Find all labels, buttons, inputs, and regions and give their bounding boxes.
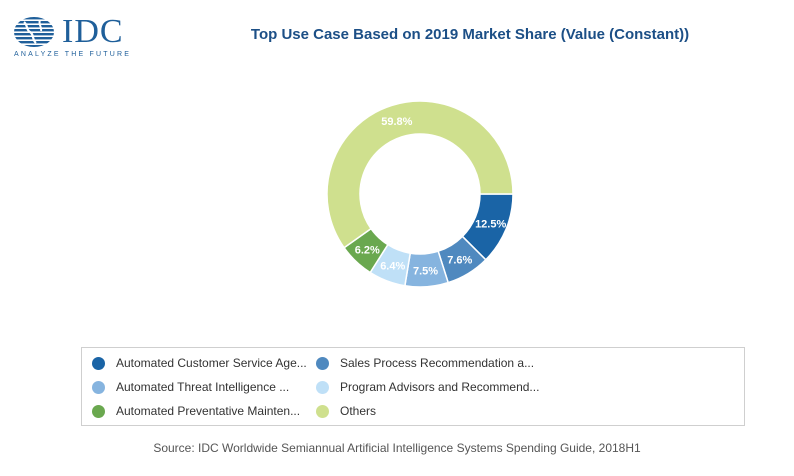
donut-chart: 12.5% 7.6% 7.5% 6.4%6.2% 59.8% — [326, 100, 514, 288]
legend-swatch — [92, 404, 105, 418]
slice-value-label: 59.8% — [381, 116, 412, 128]
slice-value-label: 6.4% — [380, 260, 405, 272]
brand-name: IDC — [62, 13, 124, 50]
legend-item[interactable]: Program Advisors and Recommend... — [316, 377, 539, 397]
donut-slice[interactable] — [326, 100, 514, 249]
slice-value-label: 6.2% — [355, 244, 380, 256]
legend-label: Automated Customer Service Age... — [116, 356, 307, 370]
chart-title: Top Use Case Based on 2019 Market Share … — [250, 26, 690, 43]
chart-legend: Automated Customer Service Age... Sales P… — [81, 347, 745, 426]
legend-item[interactable]: Sales Process Recommendation a... — [316, 353, 534, 373]
legend-item[interactable]: Automated Preventative Mainten... — [92, 401, 300, 421]
legend-swatch — [316, 356, 329, 370]
legend-label: Automated Threat Intelligence ... — [116, 380, 290, 394]
legend-label: Automated Preventative Mainten... — [116, 404, 301, 418]
legend-swatch — [316, 380, 329, 394]
legend-swatch — [92, 380, 105, 394]
legend-label: Others — [340, 404, 377, 418]
legend-swatch — [92, 356, 105, 370]
idc-logo: IDC ANALYZE THE FUTURE — [12, 14, 142, 60]
slice-value-label: 12.5% — [475, 218, 506, 230]
legend-swatch — [316, 404, 329, 418]
brand-tagline: ANALYZE THE FUTURE — [14, 51, 132, 58]
legend-item[interactable]: Automated Threat Intelligence ... — [92, 377, 289, 397]
legend-item[interactable]: Others — [316, 401, 376, 421]
legend-label: Program Advisors and Recommend... — [340, 380, 540, 394]
legend-label: Sales Process Recommendation a... — [340, 356, 535, 370]
source-note: Source: IDC Worldwide Semiannual Artific… — [153, 441, 641, 455]
globe-icon — [14, 17, 54, 47]
legend-item[interactable]: Automated Customer Service Age... — [92, 353, 307, 373]
slice-value-label: 7.5% — [413, 265, 438, 277]
slice-value-label: 7.6% — [447, 254, 472, 266]
